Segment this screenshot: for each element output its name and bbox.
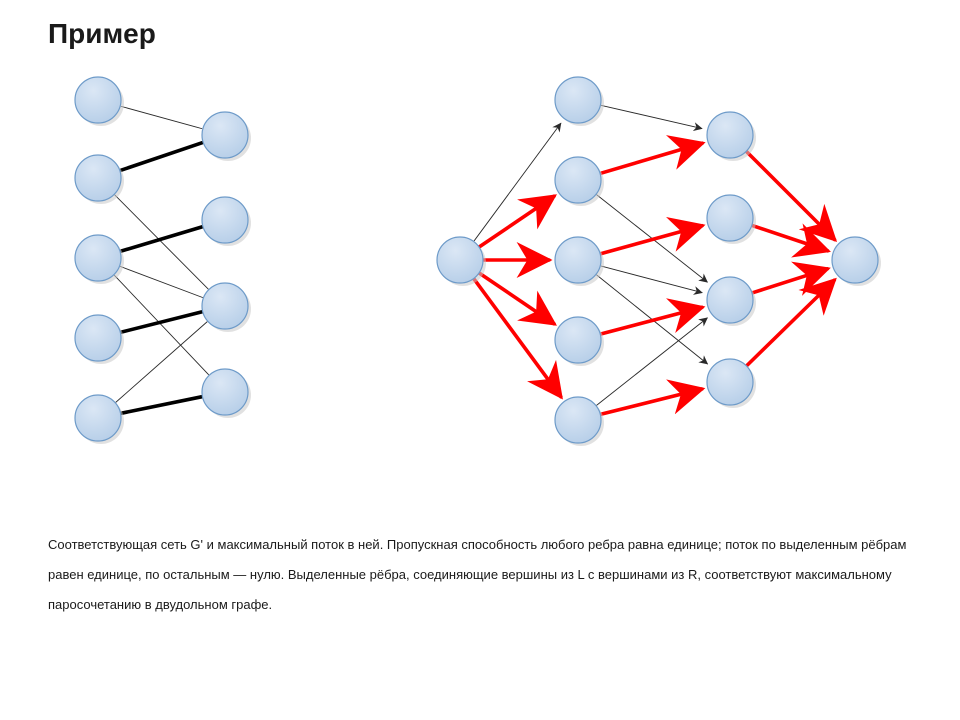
graph-node-L4 xyxy=(75,315,121,361)
graph-node-R4 xyxy=(202,369,248,415)
graph-node-L4 xyxy=(555,317,601,363)
graph-edge xyxy=(115,195,208,289)
graph-node-L2 xyxy=(75,155,121,201)
graph-edge xyxy=(115,275,209,374)
graph-node-L1 xyxy=(75,77,121,123)
graph-edge xyxy=(122,397,202,413)
graph-edge xyxy=(116,322,207,402)
graph-node-L3 xyxy=(75,235,121,281)
right-graph-edges xyxy=(474,105,834,414)
graph-node-L1 xyxy=(555,77,601,123)
graph-edge xyxy=(121,227,202,251)
graph-node-L5 xyxy=(75,395,121,441)
graph-node-S xyxy=(437,237,483,283)
graph-edge xyxy=(753,226,828,251)
graph-node-R1 xyxy=(202,112,248,158)
graph-node-R2 xyxy=(707,195,753,241)
graph-edge xyxy=(121,143,203,171)
graph-edge xyxy=(601,266,702,293)
graph-node-L5 xyxy=(555,397,601,443)
left-graph-edges xyxy=(115,106,209,413)
graph-edge xyxy=(601,105,701,128)
graph-node-L2 xyxy=(555,157,601,203)
graph-edge xyxy=(480,196,554,246)
graph-node-R2 xyxy=(202,197,248,243)
graph-edge xyxy=(601,307,702,334)
graph-edge xyxy=(747,280,834,365)
diagram-canvas xyxy=(0,0,960,720)
graph-edge xyxy=(601,389,702,414)
graph-node-R4 xyxy=(707,359,753,405)
graph-node-L3 xyxy=(555,237,601,283)
graph-edge xyxy=(601,226,702,254)
graph-edge xyxy=(121,312,201,332)
left-graph-nodes xyxy=(75,77,251,444)
graph-node-T xyxy=(832,237,878,283)
graph-edge xyxy=(121,106,202,128)
graph-edge xyxy=(601,143,702,173)
graph-node-R3 xyxy=(202,283,248,329)
graph-node-R1 xyxy=(707,112,753,158)
graph-edge xyxy=(753,269,828,293)
graph-node-R3 xyxy=(707,277,753,323)
graph-edge xyxy=(480,273,554,323)
